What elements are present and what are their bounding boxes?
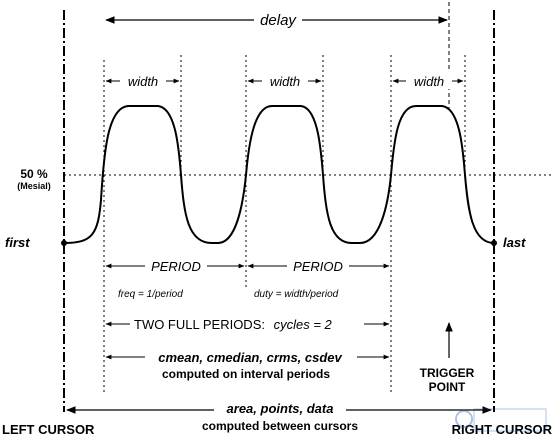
two-full-periods-label: TWO FULL PERIODS: cycles = 2 <box>134 317 333 332</box>
width-label-1: width <box>128 74 158 89</box>
vertical-guides <box>103 55 466 392</box>
mesial-label: (Mesial) <box>17 181 51 191</box>
width-label-3: width <box>414 74 444 89</box>
duty-formula: duty = width/period <box>254 289 339 300</box>
trigger-label: TRIGGER <box>420 366 475 380</box>
delay-label: delay <box>260 12 297 29</box>
width-label-2: width <box>270 74 300 89</box>
point-label: POINT <box>429 380 466 394</box>
freq-formula: freq = 1/period <box>118 289 183 300</box>
stats-label: cmean, cmedian, crms, csdev <box>158 350 342 365</box>
computed-interval-label: computed on interval periods <box>162 367 330 381</box>
cycles-text: cycles = 2 <box>274 317 333 332</box>
period-label-1: PERIOD <box>151 259 201 274</box>
area-points-data-label: area, points, data <box>227 401 334 416</box>
waveform-trace <box>63 105 495 244</box>
left-cursor-label: LEFT CURSOR <box>2 422 95 437</box>
last-point-marker <box>491 240 497 246</box>
fifty-percent-label: 50 % <box>20 167 48 181</box>
two-full-periods-text: TWO FULL PERIODS: <box>134 317 265 332</box>
last-label: last <box>503 235 526 250</box>
first-label: first <box>5 235 30 250</box>
computed-between-label: computed between cursors <box>202 419 358 433</box>
right-cursor-label: RIGHT CURSOR <box>452 422 553 437</box>
first-point-marker <box>61 240 67 246</box>
period-label-2: PERIOD <box>293 259 343 274</box>
